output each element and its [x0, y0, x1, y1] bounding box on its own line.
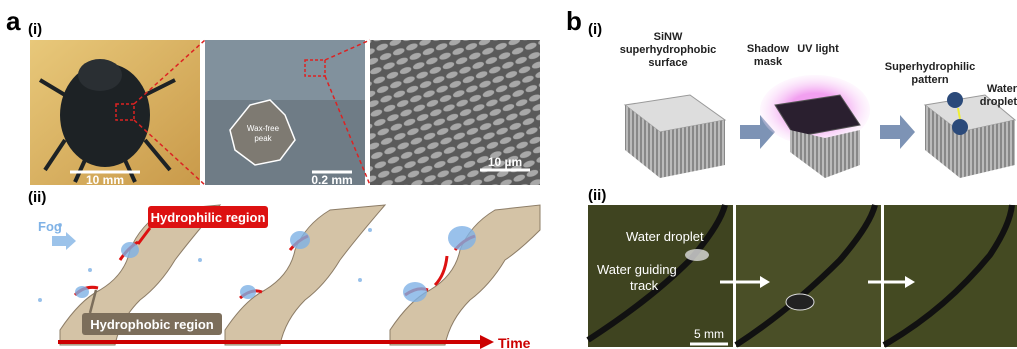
- scale-label: 0.2 mm: [311, 173, 352, 187]
- hydrophobic-label: Hydrophobic region: [90, 317, 214, 332]
- fog-label: Fog: [38, 219, 62, 234]
- pattern-label: pattern: [911, 74, 949, 86]
- track-label: Water guiding: [597, 262, 677, 277]
- photo-beetle: 10 mm: [30, 40, 200, 187]
- droplet-label: Water droplet: [626, 229, 704, 244]
- surface-label: superhydrophobic: [620, 44, 717, 56]
- droplet-label: droplet: [980, 96, 1017, 108]
- label: Wax-free: [247, 124, 280, 133]
- panel-label: b: [566, 6, 582, 36]
- mask-label: Shadow: [747, 43, 790, 55]
- sub-label: (ii): [588, 187, 606, 204]
- sub-label: (i): [588, 21, 602, 38]
- label: peak: [254, 134, 272, 143]
- figure: a (i) 10 mm Wax-freepeak 0.2 mm 10 µm (i…: [0, 0, 1017, 349]
- sub-label: (ii): [28, 189, 46, 206]
- droplet-label: Water: [987, 83, 1017, 95]
- photo-sem: 10 µm: [370, 40, 540, 185]
- surface-label: SiNW: [654, 31, 683, 43]
- track-label: track: [630, 278, 659, 293]
- scale-label: 10 mm: [86, 173, 124, 187]
- panel-label: a: [6, 6, 21, 36]
- surface-label: surface: [648, 57, 687, 69]
- pattern-label: Superhydrophilic: [885, 61, 975, 73]
- hydrophilic-label: Hydrophilic region: [151, 210, 266, 225]
- time-label: Time: [498, 335, 531, 349]
- mask-label: mask: [754, 56, 783, 68]
- uv-label: UV light: [797, 43, 839, 55]
- scale-label: 5 mm: [694, 327, 724, 341]
- schematic: Fog Hydrophilic region Hydrophobic regio…: [38, 205, 540, 349]
- sub-label: (i): [28, 21, 42, 38]
- scale-label: 10 µm: [488, 155, 522, 169]
